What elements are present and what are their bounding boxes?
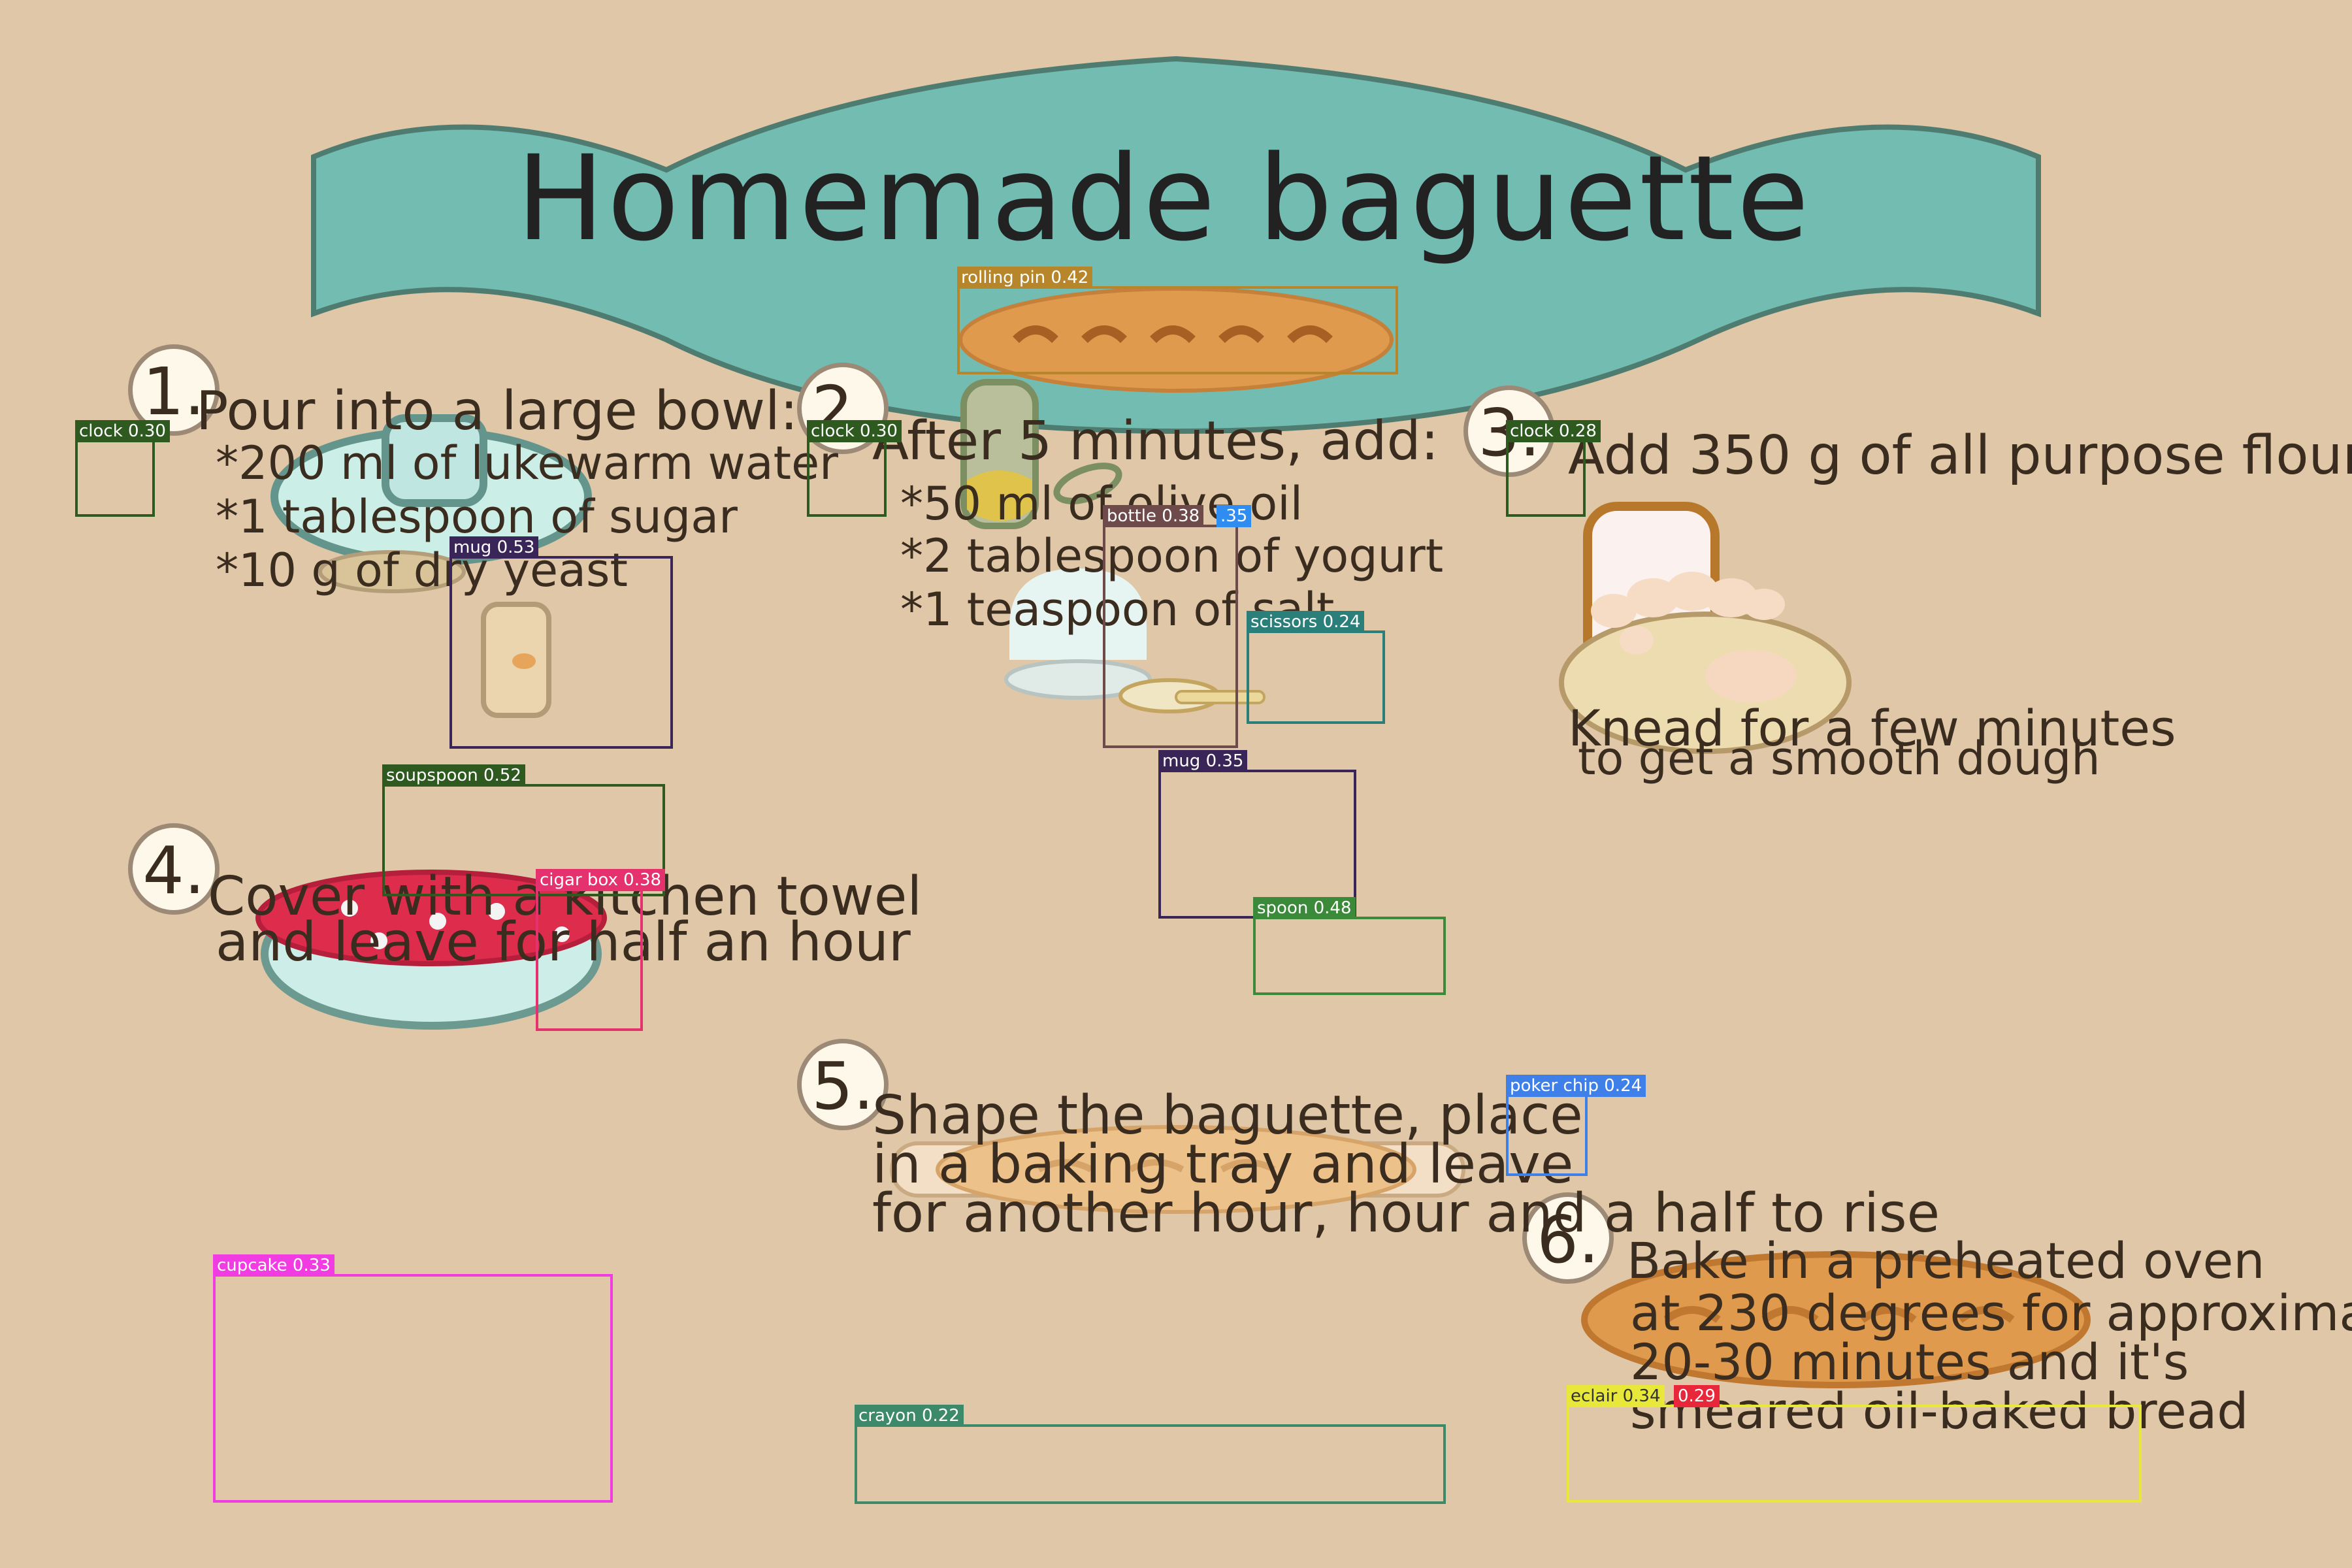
detection-label: clock 0.28 [1506, 420, 1601, 442]
detection-label: rolling pin 0.42 [957, 267, 1093, 289]
step-3-item: Knead for a few minutes [1568, 699, 2176, 757]
detection-label: bottle 0.38 [1103, 505, 1204, 527]
step-2-heading: After 5 minutes, add: [872, 410, 1439, 472]
step-5-heading: Shape the baguette, place [872, 1085, 1583, 1147]
detection-label: clock 0.30 [807, 420, 902, 442]
step-2-item: *2 tablespoon of yogurt [900, 529, 1444, 583]
detection-label: cupcake 0.33 [213, 1254, 335, 1277]
detection-box-spoon: spoon 0.48 [1253, 897, 1446, 995]
detection-label: 0.29 [1674, 1385, 1720, 1407]
detection-label: .35 [1217, 505, 1252, 527]
yogurt-cup-illustration [1004, 568, 1152, 700]
step-5-number: 5. [797, 1039, 889, 1130]
detection-box-rolling-pin: rolling pin 0.42 [957, 267, 1398, 374]
step-6-item: at 230 degrees for approximately [1630, 1284, 2352, 1342]
bowl-of-water-illustration [270, 414, 592, 593]
step-6-heading: Bake in a preheated oven [1627, 1232, 2265, 1290]
step-5-item: for another hour, hour and a half to ris… [872, 1183, 1940, 1245]
step-6-number: 6. [1522, 1192, 1614, 1284]
detection-label: clock 0.30 [75, 420, 170, 442]
detection-box-scissors: scissors 0.24 [1247, 611, 1385, 724]
step-4-item: and leave for half an hour [216, 911, 911, 973]
step-4-number: 4. [128, 823, 220, 915]
step-1-item: *200 ml of lukewarm water [216, 436, 838, 490]
detection-label: soupspoon 0.52 [382, 764, 525, 787]
salt-spoon-illustration [1119, 678, 1266, 713]
dough-illustration [1559, 572, 1852, 754]
detection-label: crayon 0.22 [855, 1405, 964, 1427]
detection-label: poker chip 0.24 [1506, 1075, 1646, 1097]
step-1-heading: Pour into a large bowl: [196, 380, 798, 442]
detection-label: scissors 0.24 [1247, 611, 1365, 633]
detection-box-clock: clock 0.28 [1506, 420, 1601, 517]
step-1-item: *1 tablespoon of sugar [216, 490, 738, 544]
baguette-illustration [958, 287, 1394, 393]
olive-oil-bottle-illustration [960, 379, 1122, 529]
step-3-heading: Add 350 g of all purpose flour [1568, 425, 2352, 487]
step-6-item: smeared oil-baked bread [1630, 1382, 2249, 1440]
detection-label: spoon 0.48 [1253, 897, 1356, 919]
detection-box-cigar-box: cigar box 0.38 [536, 869, 666, 1031]
detection-box-mug: mug 0.35 [1158, 750, 1356, 919]
detection-box-cupcake: cupcake 0.33 [213, 1254, 613, 1503]
yeast-packet-illustration [481, 602, 551, 718]
step-1-item: *10 g of dry yeast [216, 544, 628, 597]
page-title: Homemade baguette [516, 131, 1812, 267]
detection-box-clock: clock 0.30 [807, 420, 902, 517]
baked-bread-illustration [1581, 1251, 2091, 1388]
detection-box-poker-chip: poker chip 0.24 [1506, 1075, 1646, 1176]
detection-box-crayon: crayon 0.22 [855, 1405, 1446, 1504]
detection-label: mug 0.35 [1158, 750, 1248, 772]
detection-label: eclair 0.34 [1567, 1385, 1665, 1407]
detection-box-bottle: bottle 0.38 .35 [1103, 505, 1252, 748]
tray-baguette-illustration [890, 1125, 1465, 1214]
detection-label: cigar box 0.38 [536, 869, 666, 891]
detection-label: mug 0.53 [449, 536, 539, 559]
detection-box-soupspoon: soupspoon 0.52 [382, 764, 665, 896]
detection-box-clock: clock 0.30 [75, 420, 170, 517]
step-3-item: to get a smooth dough [1578, 732, 2100, 785]
detection-box-mug: mug 0.53 [449, 536, 673, 749]
detection-box-eclair: eclair 0.34 0.29 [1567, 1385, 2142, 1503]
step-5-item: in a baking tray and leave [872, 1134, 1574, 1196]
step-6-item: 20-30 minutes and it's [1630, 1333, 2189, 1391]
